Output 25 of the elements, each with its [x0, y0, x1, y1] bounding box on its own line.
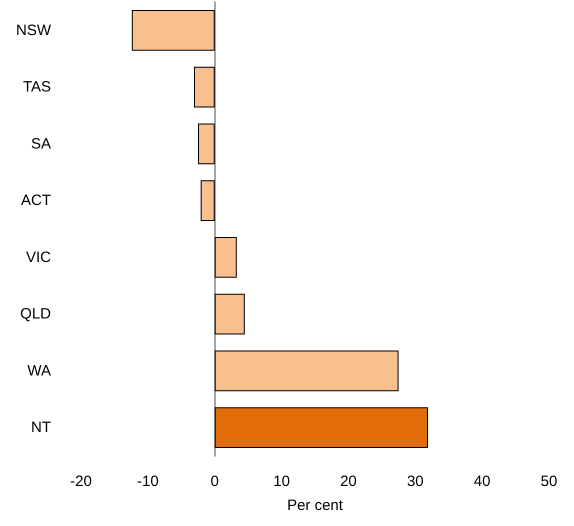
- x-tick-label: 30: [406, 473, 424, 490]
- bar: [132, 10, 215, 51]
- x-tick-label: 50: [540, 473, 558, 490]
- y-tick-label: NT: [31, 419, 51, 436]
- bar: [214, 294, 245, 335]
- x-axis-title: Per cent: [287, 497, 344, 514]
- y-tick-label: VIC: [26, 248, 52, 266]
- y-tick-label: ACT: [21, 192, 51, 210]
- x-tick-label: -20: [70, 473, 92, 490]
- y-tick-label: WA: [27, 362, 51, 380]
- bar: [200, 180, 215, 222]
- x-tick-label: 10: [273, 473, 290, 490]
- y-tick-label: SA: [30, 135, 51, 152]
- bar: [198, 123, 215, 164]
- bar: [214, 236, 237, 278]
- x-tick-label: 0: [210, 473, 219, 490]
- x-tick-label: 20: [340, 473, 357, 490]
- bar: [214, 407, 428, 448]
- x-tick-label: -10: [137, 473, 159, 490]
- bar: [194, 66, 215, 108]
- y-tick-label: NSW: [16, 22, 52, 39]
- y-tick-label: TAS: [22, 78, 51, 96]
- x-tick-label: 40: [474, 473, 490, 490]
- y-tick-label: QLD: [20, 306, 52, 323]
- bar: [214, 350, 399, 392]
